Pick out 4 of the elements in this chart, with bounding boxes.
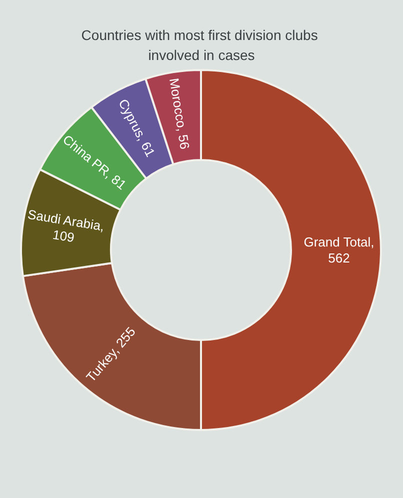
data-label: Grand Total, 562 [304,234,374,266]
chart-title: Countries with most first division clubs involved in cases [81,27,322,63]
data-label: Morocco, 56 [166,77,192,150]
data-label: Saudi Arabia, 109 [26,206,106,246]
